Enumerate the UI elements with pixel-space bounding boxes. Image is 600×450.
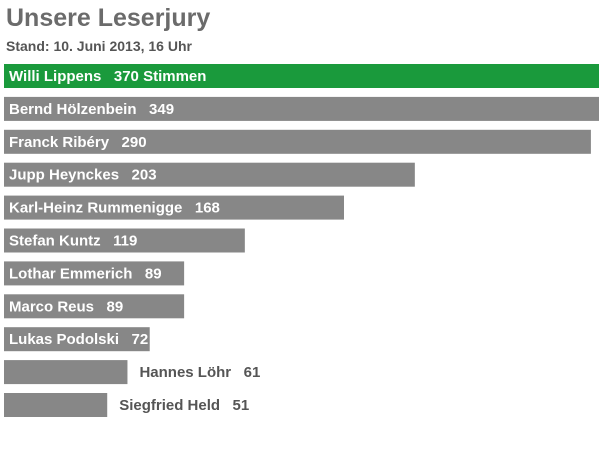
bar-label-9: Hannes Löhr 61	[139, 364, 260, 381]
bar-9	[4, 360, 128, 385]
bar-0	[4, 64, 599, 88]
bar-label-8: Lukas Podolski 72	[9, 331, 148, 348]
bar-label-1: Bernd Hölzenbein 349	[9, 101, 174, 118]
bar-5	[4, 228, 245, 253]
bar-label-10: Siegfried Held 51	[119, 397, 249, 414]
bar-label-7: Marco Reus 89	[9, 298, 123, 315]
bar-6	[4, 261, 185, 286]
bar-label-0: Willi Lippens 370 Stimmen	[9, 68, 206, 85]
bar-8	[4, 327, 150, 352]
bar-1	[4, 96, 599, 121]
bar-label-4: Karl-Heinz Rummenigge 168	[9, 200, 220, 217]
bar-4	[4, 195, 344, 220]
bar-3	[4, 162, 415, 187]
bar-label-3: Jupp Heynckes 203	[9, 167, 157, 184]
chart-subtitle: Stand: 10. Juni 2013, 16 Uhr	[6, 38, 192, 54]
chart-title: Unsere Leserjury	[6, 4, 211, 32]
bar-10	[4, 393, 108, 417]
bar-label-6: Lothar Emmerich 89	[9, 265, 162, 282]
bar-label-2: Franck Ribéry 290	[9, 134, 147, 151]
bar-label-5: Stefan Kuntz 119	[9, 233, 137, 250]
bar-2	[4, 129, 591, 154]
bar-7	[4, 294, 185, 319]
